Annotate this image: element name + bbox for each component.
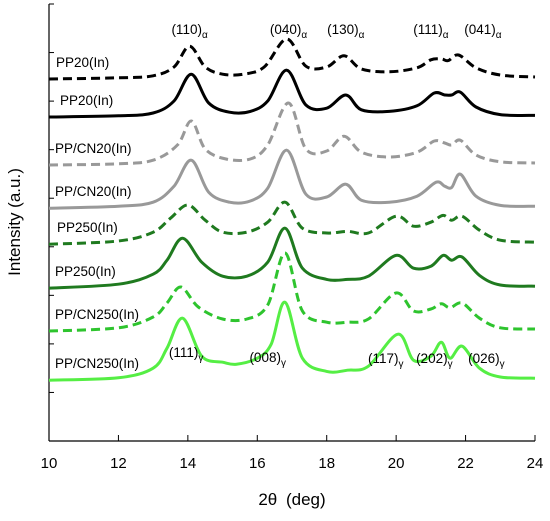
x-axis-title-main: 2θ bbox=[258, 490, 277, 509]
x-axis-title-unit: (deg) bbox=[286, 490, 326, 509]
series-2-line bbox=[48, 68, 536, 119]
series-1-label: PP20(In) bbox=[56, 55, 109, 70]
series-4-line bbox=[48, 148, 536, 210]
curve-labels: PP20(In) PP20(In) PP/CN20(In) PP/CN20(In) PP… bbox=[55, 55, 139, 371]
x-tick-label: 12 bbox=[110, 455, 127, 472]
alpha-peak-label: (130)α bbox=[327, 22, 365, 41]
series-5-line bbox=[48, 200, 536, 246]
series-6-label: PP250(In) bbox=[55, 264, 116, 279]
series-1-line bbox=[48, 37, 536, 81]
series-7-line bbox=[48, 251, 536, 333]
x-tick-label: 14 bbox=[180, 455, 197, 472]
alpha-peak-label: (110)α bbox=[171, 22, 208, 41]
x-ticks: 10 12 14 16 18 20 22 24 bbox=[41, 435, 544, 472]
alpha-peak-label: (111)α bbox=[413, 22, 449, 41]
series-3-line bbox=[48, 101, 536, 167]
series-6-line bbox=[48, 226, 536, 290]
x-tick-label: 20 bbox=[388, 455, 405, 472]
gamma-peak-label: (111)γ bbox=[169, 345, 204, 364]
y-ticks bbox=[49, 3, 54, 393]
series-group bbox=[48, 37, 536, 382]
alpha-peak-label: (041)α bbox=[464, 22, 502, 41]
gamma-peak-label: (117)γ bbox=[368, 351, 404, 370]
series-8-label: PP/CN250(In) bbox=[55, 356, 139, 371]
alpha-peak-label: (040)α bbox=[270, 22, 308, 41]
series-3-label: PP/CN20(In) bbox=[55, 141, 132, 156]
series-8-line bbox=[48, 300, 536, 382]
x-tick-label: 18 bbox=[318, 455, 335, 472]
x-tick-label: 24 bbox=[527, 455, 544, 472]
x-tick-label: 16 bbox=[249, 455, 266, 472]
series-4-label: PP/CN20(In) bbox=[55, 184, 132, 199]
plot-frame bbox=[48, 4, 535, 442]
gamma-peak-label: (008)γ bbox=[249, 350, 286, 369]
gamma-peak-label: (202)γ bbox=[416, 351, 453, 370]
series-7-label: PP/CN250(In) bbox=[55, 307, 139, 322]
y-axis-title: Intensity (a.u.) bbox=[5, 168, 24, 276]
series-5-label: PP250(In) bbox=[57, 220, 118, 235]
x-tick-label: 22 bbox=[457, 455, 474, 472]
peak-labels: (110)α (040)α (130)α (111)α (041)α (111)γ (008… bbox=[169, 22, 505, 370]
gamma-peak-label: (026)γ bbox=[468, 351, 505, 370]
x-axis-title: 2θ (deg) bbox=[258, 490, 325, 509]
series-2-label: PP20(In) bbox=[60, 93, 113, 108]
x-tick-label: 10 bbox=[41, 455, 58, 472]
